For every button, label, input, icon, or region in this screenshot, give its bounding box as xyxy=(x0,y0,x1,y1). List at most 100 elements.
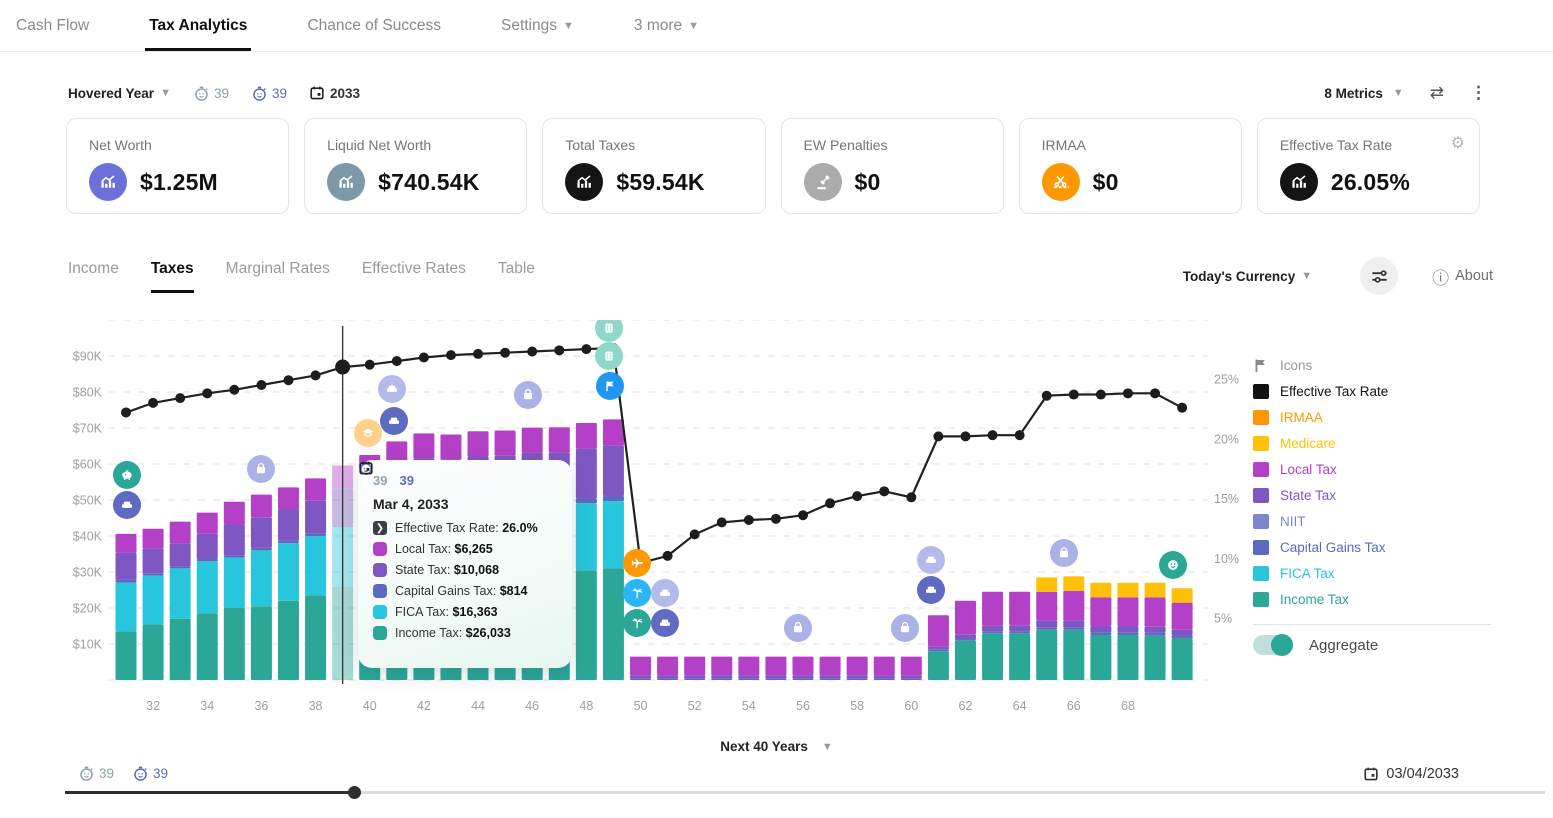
legend-swatch xyxy=(1253,513,1269,529)
bar-segment xyxy=(711,675,733,679)
line-point xyxy=(335,359,351,375)
tab-table[interactable]: Table xyxy=(497,259,535,277)
bar-stack[interactable] xyxy=(792,656,814,680)
nav-tab-chance-of-success[interactable]: Chance of Success xyxy=(303,0,445,51)
bar-segment xyxy=(982,631,1004,634)
bar-stack[interactable] xyxy=(1063,576,1085,680)
legend-item-income-tax[interactable]: Income Tax xyxy=(1253,586,1491,612)
line-point xyxy=(1122,388,1133,399)
legend-item-icons[interactable]: Icons xyxy=(1253,352,1491,378)
tab-income[interactable]: Income xyxy=(68,259,119,277)
metric-card-effective-tax-rate[interactable]: Effective Tax Rate ⚙ 26.05% xyxy=(1256,118,1480,214)
metric-card-net-worth[interactable]: Net Worth $1.25M xyxy=(66,118,290,214)
legend-item-medicare[interactable]: Medicare xyxy=(1253,430,1491,456)
bar-stack[interactable] xyxy=(1144,582,1166,680)
car-icon xyxy=(651,609,679,637)
legend-item-effective-tax-rate[interactable]: Effective Tax Rate xyxy=(1253,378,1491,404)
bar-segment xyxy=(873,675,895,679)
legend-item-irmaa[interactable]: IRMAA xyxy=(1253,404,1491,430)
bar-segment xyxy=(1036,591,1058,621)
y-axis-left-label: $30K xyxy=(73,566,103,580)
hovered-year-dropdown[interactable]: Hovered Year xyxy=(68,85,155,101)
bar-stack[interactable] xyxy=(819,656,841,680)
legend-item-fica-tax[interactable]: FICA Tax xyxy=(1253,560,1491,586)
bar-stack[interactable] xyxy=(900,656,922,680)
line-point xyxy=(175,393,186,404)
nav-tab-3-more[interactable]: 3 more ▼ xyxy=(630,0,703,51)
bar-stack[interactable] xyxy=(684,656,706,680)
bar-stack[interactable] xyxy=(223,501,245,680)
bag-icon xyxy=(891,614,919,642)
metric-card-ew-penalties[interactable]: EW Penalties $0 xyxy=(780,118,1004,214)
nav-tab-settings[interactable]: Settings ▼ xyxy=(497,0,578,51)
nav-tab-label: 3 more xyxy=(633,16,683,34)
legend-label: IRMAA xyxy=(1280,409,1323,425)
bar-stack[interactable] xyxy=(169,521,191,680)
metrics-count-dropdown[interactable]: 8 Metrics xyxy=(1324,85,1383,101)
bar-stack[interactable] xyxy=(982,591,1004,680)
bar-stack[interactable] xyxy=(602,419,624,680)
legend-item-niit[interactable]: NIIT xyxy=(1253,508,1491,534)
timeline-age-badges: 39 39 xyxy=(78,765,168,782)
bar-stack[interactable] xyxy=(575,422,597,680)
nav-tab-tax-analytics[interactable]: Tax Analytics xyxy=(145,0,252,51)
currency-dropdown[interactable]: Today's Currency xyxy=(1182,268,1296,284)
metric-card-irmaa[interactable]: IRMAA $0 xyxy=(1018,118,1242,214)
tab-marginal-rates[interactable]: Marginal Rates xyxy=(225,259,330,277)
metric-card-total-taxes[interactable]: Total Taxes $59.54K xyxy=(542,118,766,214)
y-axis-left-label: $10K xyxy=(73,638,103,652)
bar-stack[interactable] xyxy=(1009,591,1031,680)
bar-segment xyxy=(954,600,976,635)
swap-horizontal-icon[interactable]: ⇄ xyxy=(1429,83,1444,102)
bar-stack[interactable] xyxy=(630,656,652,680)
bar-segment xyxy=(115,582,137,632)
nav-tab-label: Chance of Success xyxy=(307,16,441,34)
range-dropdown[interactable]: Next 40 Years ▼ xyxy=(720,739,832,754)
bar-stack[interactable] xyxy=(927,615,949,680)
kebab-menu-icon[interactable]: ⋮ xyxy=(1470,83,1487,102)
bar-stack[interactable] xyxy=(738,656,760,680)
bar-stack[interactable] xyxy=(1036,577,1058,680)
bar-stack[interactable] xyxy=(873,656,895,680)
building-icon xyxy=(595,320,623,342)
chart-settings-button[interactable] xyxy=(1360,257,1399,295)
metric-card-liquid-net-worth[interactable]: Liquid Net Worth $740.54K xyxy=(304,118,528,214)
bar-stack[interactable] xyxy=(196,512,218,680)
bar-stack[interactable] xyxy=(1090,582,1112,680)
line-point xyxy=(770,513,781,524)
timeline-slider[interactable] xyxy=(65,786,1545,799)
gear-icon[interactable]: ⚙ xyxy=(1450,135,1465,152)
bar-stack[interactable] xyxy=(142,528,164,680)
plane-icon xyxy=(623,549,651,577)
bar-stack[interactable] xyxy=(846,656,868,680)
bar-stack[interactable] xyxy=(277,487,299,680)
aggregate-toggle[interactable] xyxy=(1253,634,1293,656)
about-button[interactable]: ⓘ About xyxy=(1432,264,1493,289)
bar-stack[interactable] xyxy=(711,656,733,680)
bar-stack[interactable] xyxy=(1171,588,1193,680)
bar-stack[interactable] xyxy=(305,478,327,680)
slider-handle[interactable] xyxy=(348,786,361,799)
bar-segment xyxy=(575,570,597,680)
tax-chart[interactable]: $10K $20K $30K $40K $50K $60K $70K $80K $90K 5% 10… xyxy=(68,320,1248,720)
bar-segment xyxy=(1009,625,1031,632)
tax-chart-canvas[interactable]: $10K $20K $30K $40K $50K $60K $70K $80K $90K 5% 10… xyxy=(68,320,1248,720)
x-axis-label: 44 xyxy=(471,699,485,713)
effective-tax-rate-line xyxy=(125,346,1183,565)
gavel-icon xyxy=(803,163,842,201)
bar-stack[interactable] xyxy=(657,656,679,680)
bar-stack[interactable] xyxy=(1117,582,1139,680)
legend-item-state-tax[interactable]: State Tax xyxy=(1253,482,1491,508)
bar-stack[interactable] xyxy=(954,600,976,680)
metric-label: IRMAA xyxy=(1041,137,1086,153)
nav-tab-cash-flow[interactable]: Cash Flow xyxy=(12,0,93,51)
line-point xyxy=(1014,430,1025,441)
bar-stack[interactable] xyxy=(250,494,272,680)
tab-taxes[interactable]: Taxes xyxy=(150,260,194,293)
bar-stack[interactable] xyxy=(765,656,787,680)
tab-effective-rates[interactable]: Effective Rates xyxy=(361,259,466,277)
bar-stack[interactable] xyxy=(115,533,137,680)
bar-segment xyxy=(1036,620,1058,628)
legend-item-capital-gains-tax[interactable]: Capital Gains Tax xyxy=(1253,534,1491,560)
legend-item-local-tax[interactable]: Local Tax xyxy=(1253,456,1491,482)
